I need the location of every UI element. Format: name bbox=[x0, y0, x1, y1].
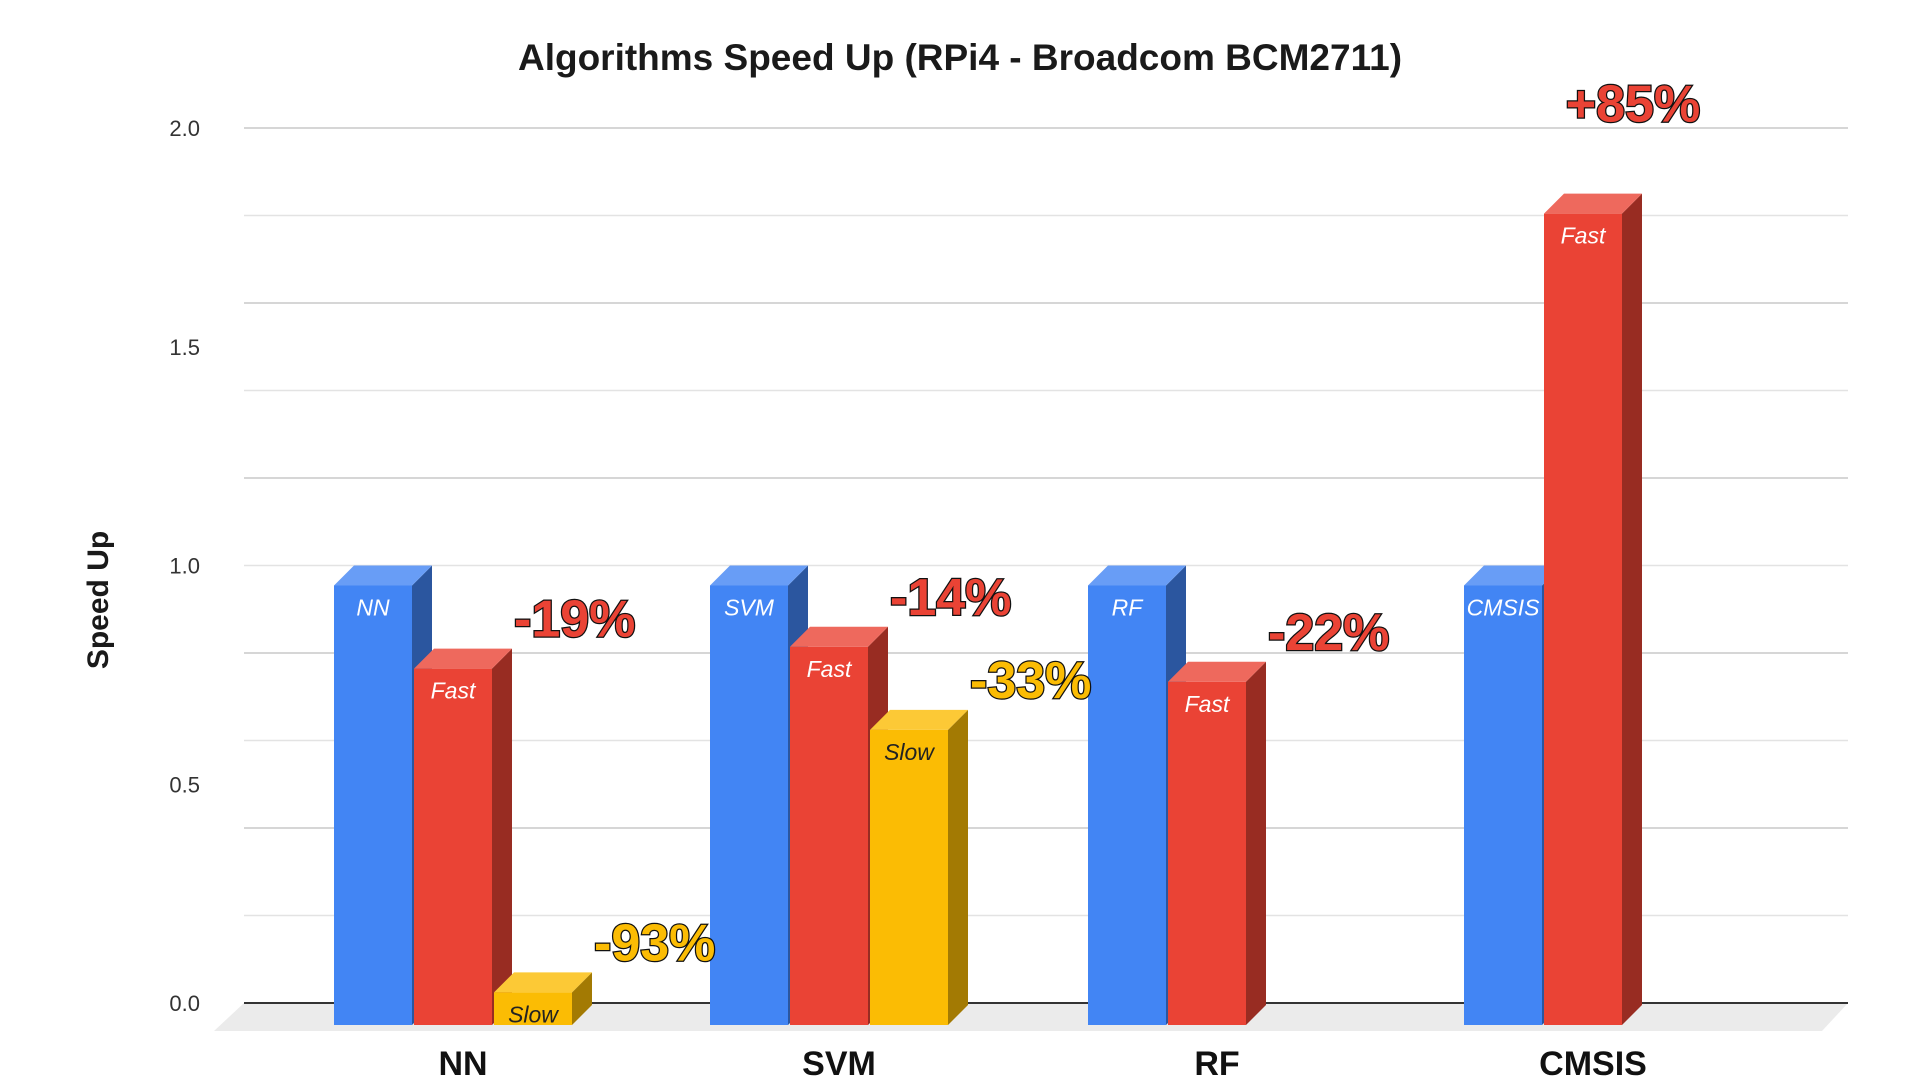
y-tick-label: 1.0 bbox=[169, 554, 200, 579]
bar-label: NN bbox=[356, 595, 390, 621]
bar-side-face bbox=[572, 972, 592, 1025]
bar-top-face bbox=[1544, 193, 1642, 214]
bar-front-face bbox=[870, 729, 948, 1025]
bar-side-face bbox=[1622, 193, 1642, 1025]
bar-front-face bbox=[1088, 585, 1166, 1025]
bars: NN Fast Slow SVM Fast Slow RF Fast CMSIS Fast bbox=[334, 193, 1642, 1027]
percent-annotations: -19% -93% -14% -33% -22% +85% bbox=[513, 74, 1702, 973]
bar-front-face bbox=[790, 646, 868, 1025]
percent-annotation: -22% bbox=[1268, 604, 1389, 662]
bar-top-face bbox=[710, 565, 808, 586]
bar-nn-nn: NN bbox=[334, 565, 432, 1025]
x-axis-ticks: NN SVM RF CMSIS bbox=[438, 1045, 1646, 1080]
bar-cmsis-fast: Fast bbox=[1544, 193, 1642, 1025]
bar-front-face bbox=[494, 992, 572, 1025]
bar-label: RF bbox=[1112, 595, 1145, 621]
bar-label: Fast bbox=[431, 678, 477, 704]
y-axis-label: Speed Up bbox=[82, 531, 115, 669]
bar-label: Fast bbox=[1185, 691, 1231, 717]
bar-top-face bbox=[790, 626, 888, 647]
bar-top-face bbox=[494, 972, 592, 993]
bar-top-face bbox=[1168, 661, 1266, 682]
bar-side-face bbox=[492, 648, 512, 1025]
bar-top-face bbox=[414, 648, 512, 669]
percent-annotation: -14% bbox=[890, 569, 1011, 627]
bar-rf-fast: Fast bbox=[1168, 661, 1266, 1025]
percent-annotation: -33% bbox=[970, 652, 1091, 710]
bar-label: SVM bbox=[724, 595, 775, 621]
percent-annotation: -93% bbox=[594, 914, 715, 972]
bar-side-face bbox=[948, 709, 968, 1025]
bar-top-face bbox=[870, 709, 968, 730]
chart-title: Algorithms Speed Up (RPi4 - Broadcom BCM… bbox=[518, 37, 1402, 78]
y-tick-label: 0.0 bbox=[169, 991, 200, 1016]
bar-top-face bbox=[1088, 565, 1186, 586]
bar-svm-slow: Slow bbox=[870, 709, 968, 1025]
y-tick-label: 0.5 bbox=[169, 772, 200, 797]
x-tick-label: NN bbox=[438, 1045, 487, 1080]
y-tick-label: 2.0 bbox=[169, 116, 200, 141]
x-tick-label: RF bbox=[1194, 1045, 1239, 1080]
x-tick-label: CMSIS bbox=[1539, 1045, 1647, 1080]
chart-floor bbox=[214, 1003, 1848, 1031]
bar-front-face bbox=[710, 585, 788, 1025]
bar-nn-slow: Slow bbox=[494, 972, 592, 1027]
y-axis-ticks: 0.0 0.5 1.0 1.5 2.0 bbox=[169, 116, 200, 1016]
bar-front-face bbox=[1464, 585, 1542, 1025]
bar-front-face bbox=[334, 585, 412, 1025]
x-tick-label: SVM bbox=[802, 1045, 876, 1080]
bar-front-face bbox=[1168, 681, 1246, 1025]
bar-label: Slow bbox=[508, 1001, 559, 1027]
floor-plane bbox=[214, 1003, 1848, 1031]
bar-front-face bbox=[1544, 213, 1622, 1025]
bar-top-face bbox=[334, 565, 432, 586]
percent-annotation: +85% bbox=[1566, 76, 1700, 134]
bar-nn-fast: Fast bbox=[414, 648, 512, 1025]
y-tick-label: 1.5 bbox=[169, 335, 200, 360]
bar-label: Slow bbox=[884, 739, 935, 765]
bar-front-face bbox=[414, 668, 492, 1025]
bar-label: Fast bbox=[807, 656, 853, 682]
bar-side-face bbox=[1246, 661, 1266, 1025]
percent-annotation: -19% bbox=[514, 591, 635, 649]
bar-top-face bbox=[1464, 565, 1562, 586]
bar-label: Fast bbox=[1561, 223, 1607, 249]
bar-label: CMSIS bbox=[1467, 595, 1541, 621]
